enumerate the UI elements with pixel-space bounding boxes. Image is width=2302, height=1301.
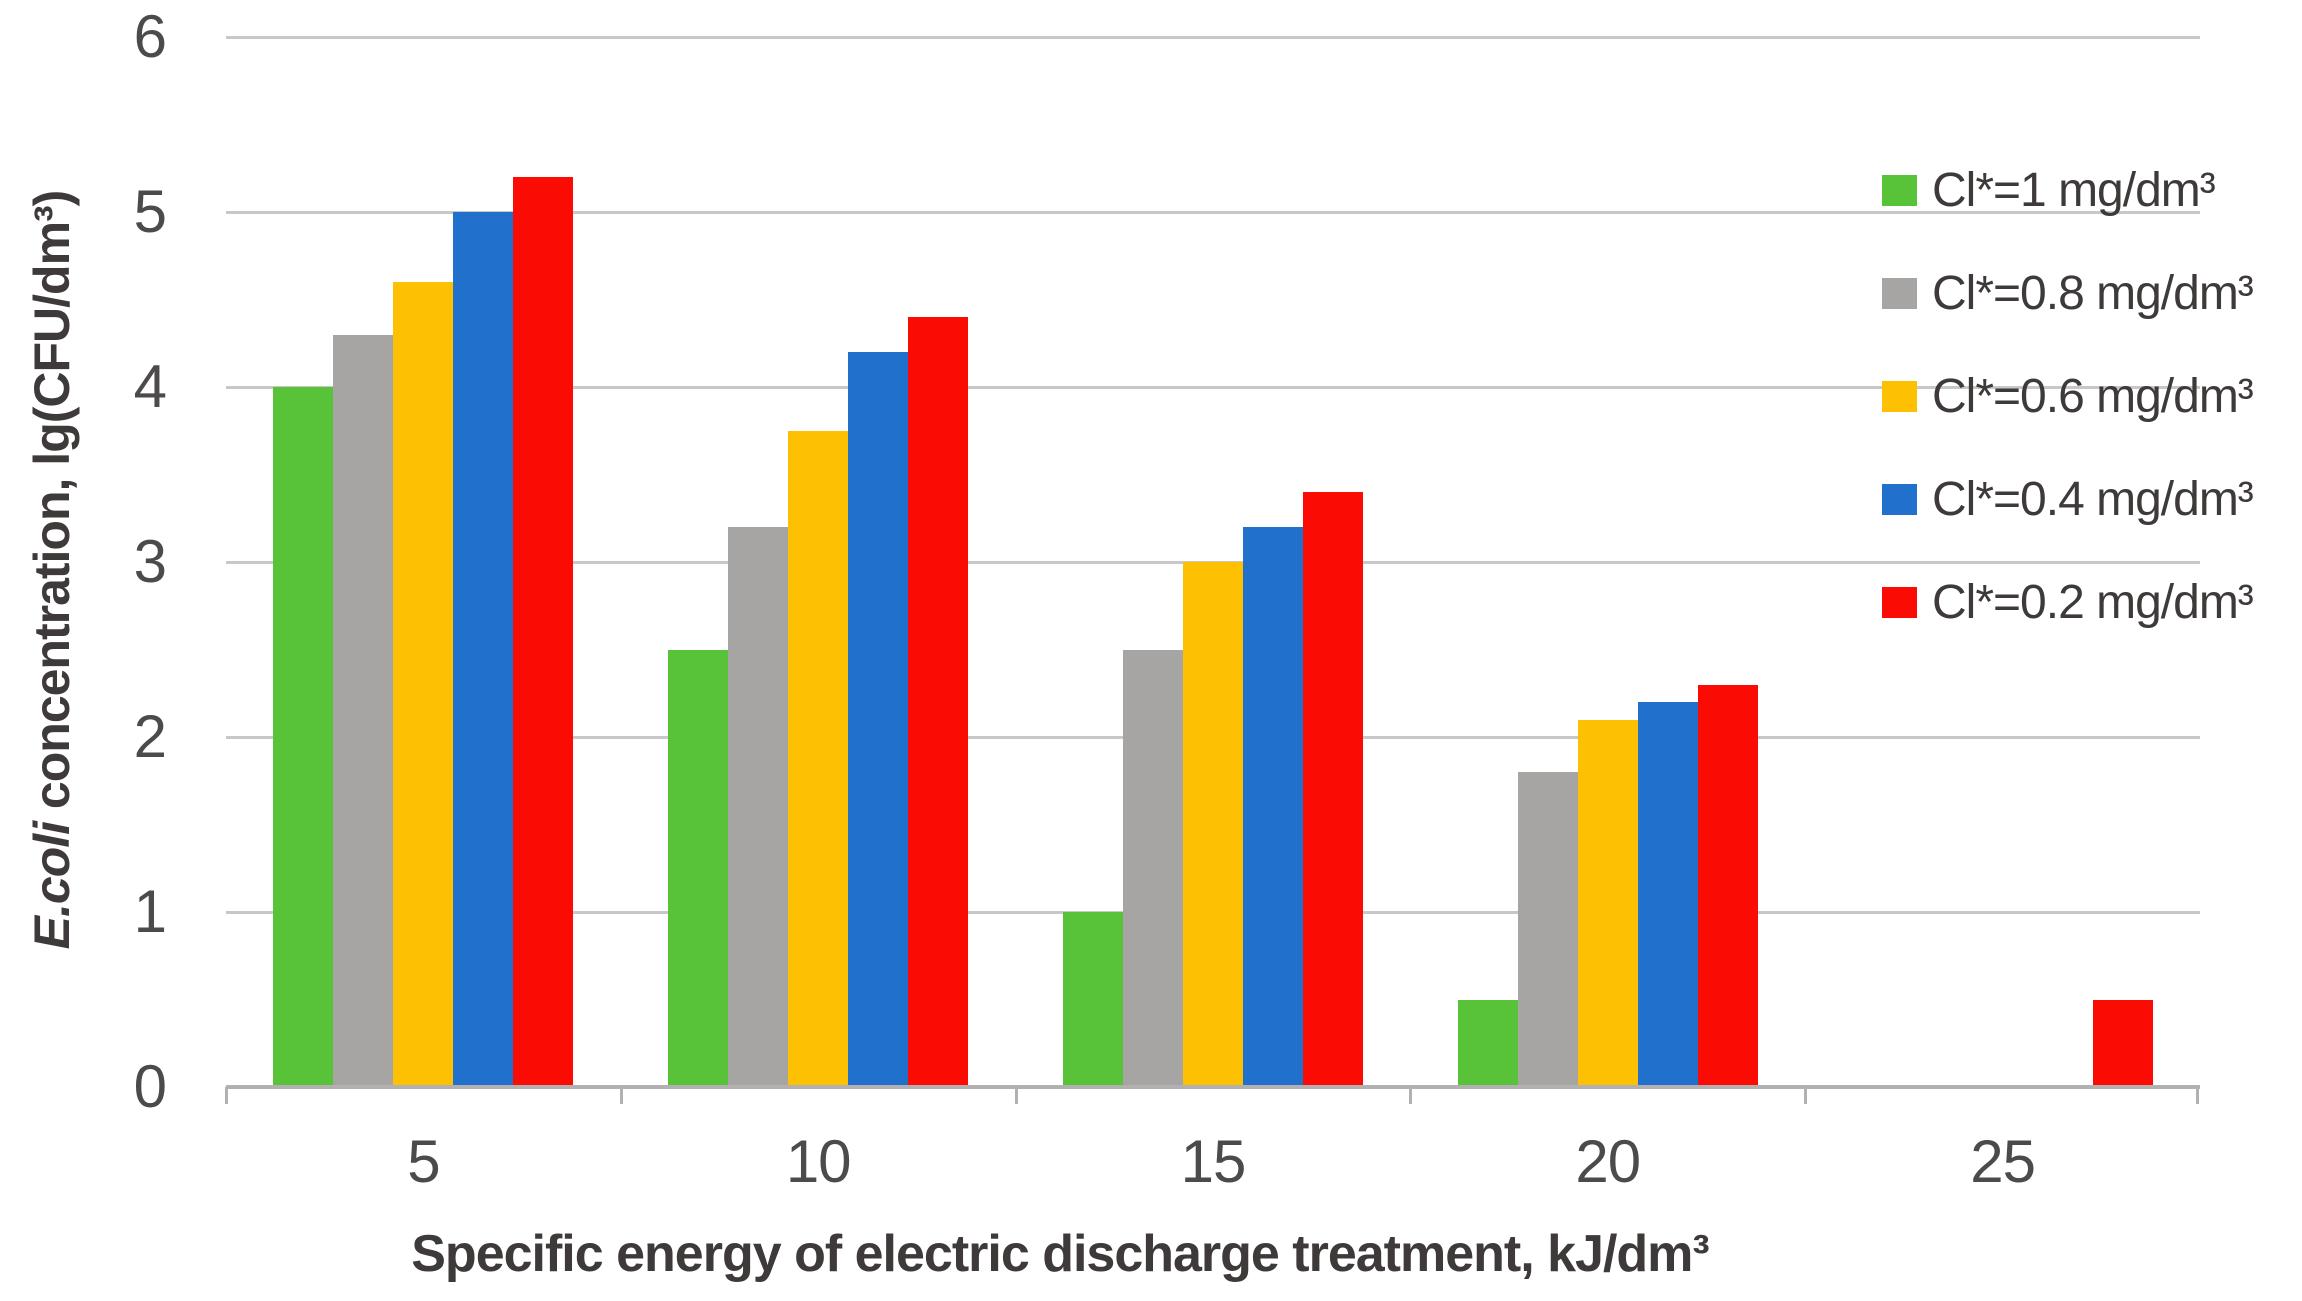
bar: [513, 177, 574, 1087]
legend-swatch: [1882, 381, 1917, 412]
legend-label: Cl*=0.8 mg/dm³: [1932, 267, 2254, 320]
x-tick-label: 15: [1180, 1128, 1247, 1195]
bar: [1457, 999, 1518, 1087]
bar: [728, 527, 789, 1087]
x-axis-tick: [1804, 1087, 1808, 1104]
x-tick-label: 20: [1575, 1128, 1641, 1195]
legend-label: Cl*=0.4 mg/dm³: [1932, 473, 2254, 526]
x-axis-tick: [619, 1087, 623, 1104]
bar: [908, 317, 969, 1087]
bar: [1063, 912, 1123, 1087]
x-axis-tick: [225, 1087, 228, 1104]
bar: [668, 649, 729, 1087]
y-tick-label: 5: [133, 178, 167, 245]
x-axis-title: Specific energy of electric discharge tr…: [411, 1225, 1709, 1283]
y-tick-label: 1: [133, 878, 167, 945]
bar: [1243, 527, 1303, 1087]
y-axis-title-regular-part: concentration, lg(CFU/dm³): [24, 190, 80, 822]
x-axis-tick: [1014, 1087, 1018, 1104]
legend-swatch: [1882, 484, 1917, 515]
y-tick-label: 0: [133, 1053, 167, 1120]
x-axis-line: [226, 1085, 2200, 1089]
bar: [453, 212, 514, 1087]
legend: Cl*=1 mg/dm³ Cl*=0.8 mg/dm³ Cl*=0.6 mg/dm³…: [226, 37, 2254, 1087]
legend-swatch: [1882, 278, 1917, 309]
x-axis-tick: [2196, 1087, 2199, 1104]
bar: [1577, 719, 1638, 1087]
bar: [1697, 684, 1758, 1087]
bar: [1303, 492, 1363, 1087]
bar: [393, 282, 454, 1087]
bar: [273, 387, 334, 1087]
legend-swatch: [1882, 175, 1917, 206]
y-tick-label: 3: [133, 528, 167, 595]
x-axis-tick: [1409, 1087, 1413, 1104]
bar: [2092, 999, 2153, 1087]
plot-area: Cl*=1 mg/dm³ Cl*=0.8 mg/dm³ Cl*=0.6 mg/dm³…: [225, 35, 2254, 1104]
gridline: [226, 210, 2200, 214]
bar: [848, 352, 909, 1087]
legend-label: Cl*=1 mg/dm³: [1932, 164, 2216, 217]
legend-swatch: [1882, 587, 1917, 618]
x-tick-label: 5: [407, 1128, 440, 1195]
bar: [788, 430, 849, 1087]
bar: [333, 334, 394, 1087]
legend-label: Cl*=0.6 mg/dm³: [1932, 370, 2254, 423]
y-tick-label: 4: [133, 353, 167, 420]
bar: [1183, 562, 1243, 1087]
bar: [1517, 772, 1578, 1087]
gridline: [226, 35, 2200, 39]
bar: [1637, 702, 1698, 1087]
gridline: [226, 385, 2200, 389]
y-axis-title: E.coli concentration, lg(CFU/dm³): [22, 0, 82, 1170]
y-tick-label: 2: [133, 703, 167, 770]
x-tick-label: 25: [1970, 1128, 2036, 1195]
y-axis-title-italic-part: E.coli: [24, 821, 80, 950]
y-tick-label: 6: [133, 3, 167, 70]
x-tick-label: 10: [785, 1128, 852, 1195]
legend-label: Cl*=0.2 mg/dm³: [1932, 576, 2254, 629]
bar: [1123, 649, 1183, 1087]
